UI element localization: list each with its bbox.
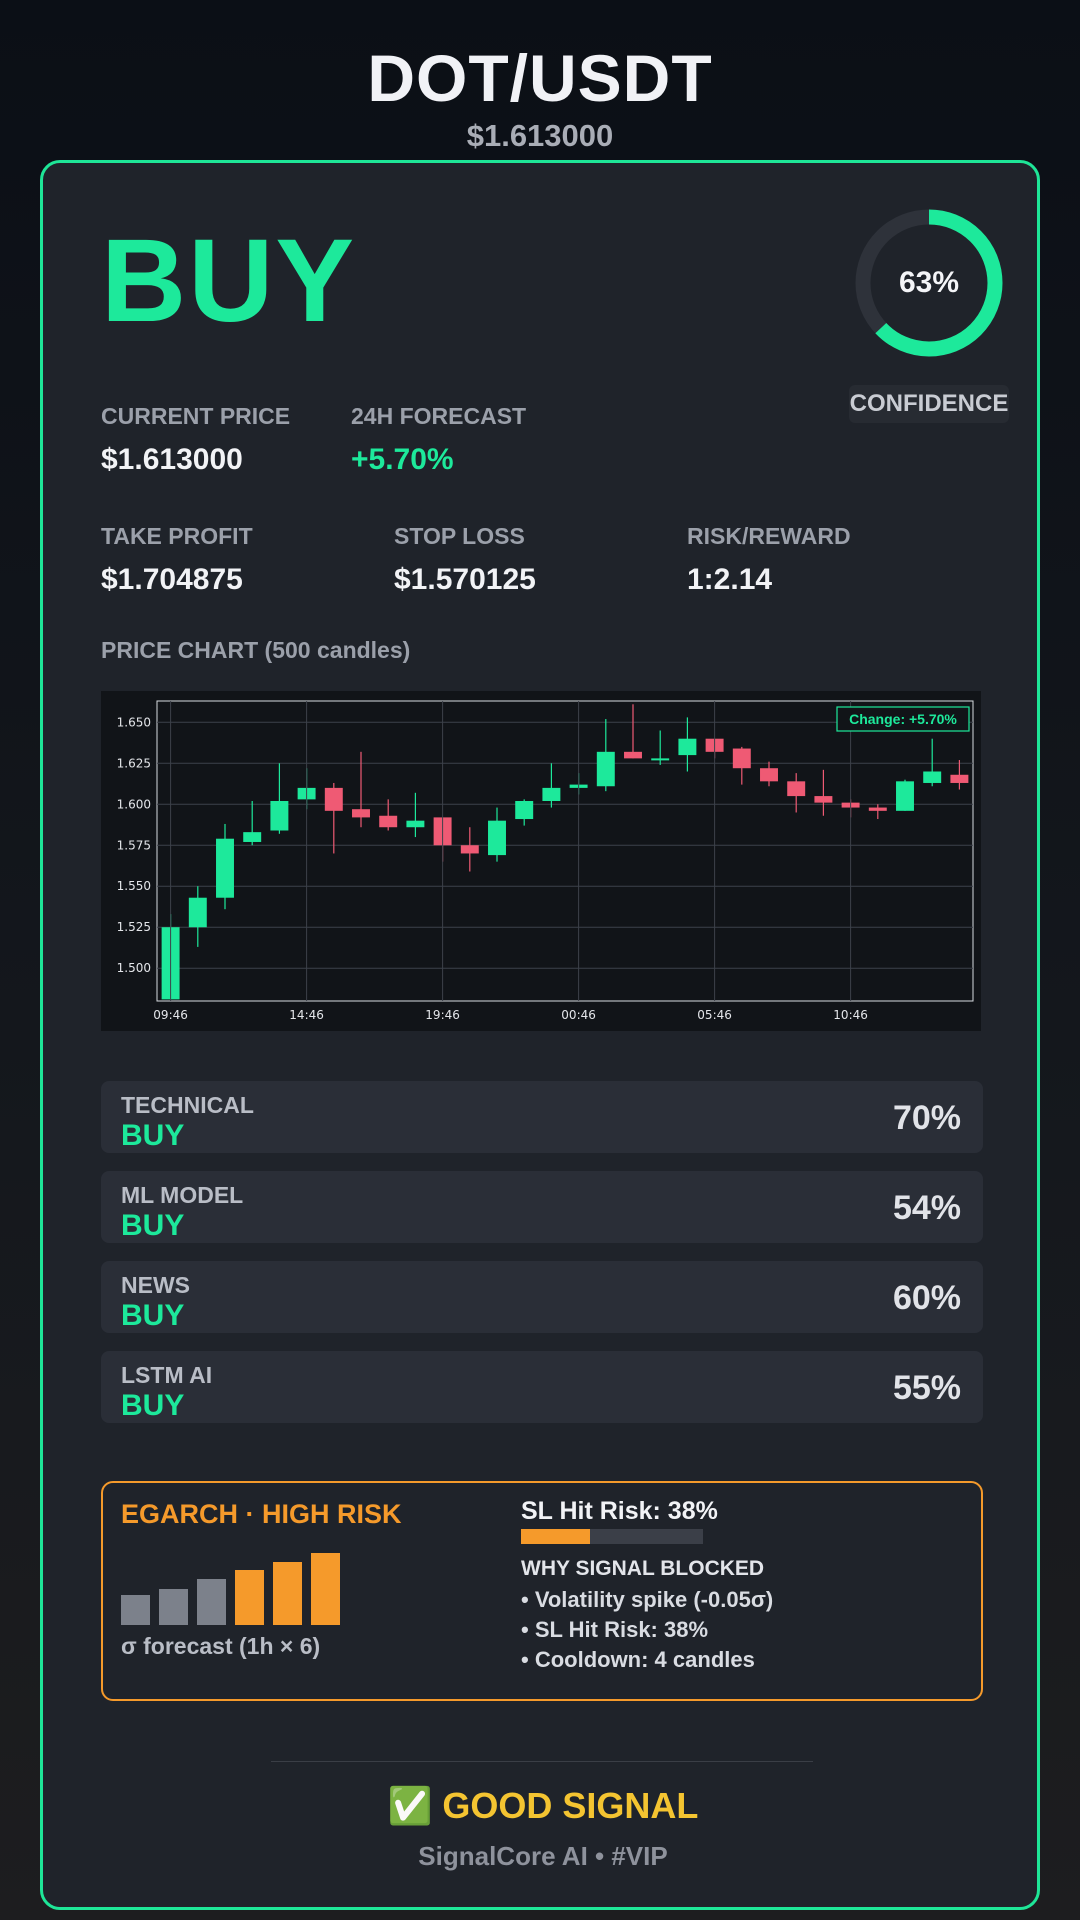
blocked-reason: • Volatility spike (-0.05σ) xyxy=(521,1587,774,1612)
signal-card: BUY 63% CONFIDENCE CURRENT PRICE $1.6130… xyxy=(40,160,1040,1910)
blocked-reason: • Cooldown: 4 candles xyxy=(521,1647,755,1672)
risk-reward-value: 1:2.14 xyxy=(687,563,773,596)
candle-body xyxy=(188,897,207,928)
x-tick-label: 00:46 xyxy=(561,1008,596,1022)
risk-reward-label: RISK/REWARD xyxy=(687,523,851,549)
confidence-badge: CONFIDENCE xyxy=(849,385,1009,423)
component-name: LSTM AI xyxy=(121,1362,213,1388)
candle-body xyxy=(324,787,343,811)
component-row-lstm-ai: LSTM AI BUY 55% xyxy=(101,1351,983,1423)
candle-body xyxy=(515,801,534,820)
candle-body xyxy=(352,809,370,818)
y-tick-label: 1.650 xyxy=(117,715,151,729)
component-row-technical: TECHNICAL BUY 70% xyxy=(101,1081,983,1153)
candle-body xyxy=(488,820,506,856)
price-chart: 1.500 1.525 1.550 1.575 1.600 1.625 1.650 09:46… xyxy=(117,700,974,1022)
sigma-forecast-bars xyxy=(121,1549,341,1625)
current-price-label: CURRENT PRICE xyxy=(101,403,291,429)
confidence-value: 63% xyxy=(898,266,960,299)
candle-body xyxy=(896,781,914,811)
component-row-ml-model: ML MODEL BUY 54% xyxy=(101,1171,983,1243)
stop-loss-label: STOP LOSS xyxy=(394,523,525,549)
sigma-bar xyxy=(273,1562,302,1625)
plot-area xyxy=(156,700,974,1002)
pair-title: DOT/USDT xyxy=(367,41,713,115)
candle-body xyxy=(379,815,398,828)
signal-label: BUY xyxy=(101,215,357,347)
blocked-title: WHY SIGNAL BLOCKED xyxy=(521,1557,765,1580)
component-percent: 54% xyxy=(892,1189,961,1227)
candle-body xyxy=(651,758,670,761)
confidence-gauge xyxy=(855,209,1003,357)
risk-panel: EGARCH · HIGH RISK σ forecast (1h × 6) S… xyxy=(101,1481,983,1701)
take-profit-value: $1.704875 xyxy=(101,563,243,596)
component-signal: BUY xyxy=(121,1389,185,1422)
brand-footer: SignalCore AI • #VIP xyxy=(418,1841,668,1871)
change-annotation: Change: +5.70% xyxy=(849,711,957,727)
x-tick-label: 05:46 xyxy=(697,1008,732,1022)
component-name: NEWS xyxy=(121,1272,190,1298)
signal-verdict: ✅ GOOD SIGNAL xyxy=(387,1785,699,1826)
candle-body xyxy=(542,787,561,801)
y-tick-label: 1.625 xyxy=(117,756,151,770)
take-profit-label: TAKE PROFIT xyxy=(101,523,253,549)
forecast-label: 24H FORECAST xyxy=(351,403,527,429)
candle-body xyxy=(270,801,289,831)
y-tick-label: 1.525 xyxy=(117,920,151,934)
candle-body xyxy=(460,845,479,854)
sigma-bar xyxy=(197,1579,226,1625)
sigma-forecast-label: σ forecast (1h × 6) xyxy=(121,1633,321,1659)
candle-body xyxy=(216,838,234,898)
candle-body xyxy=(243,832,262,842)
sigma-bar xyxy=(121,1595,150,1625)
component-signal: BUY xyxy=(121,1299,185,1332)
blocked-reason: • SL Hit Risk: 38% xyxy=(521,1617,709,1642)
x-tick-label: 09:46 xyxy=(153,1008,188,1022)
y-tick-label: 1.600 xyxy=(117,797,151,811)
component-percent: 60% xyxy=(892,1279,961,1317)
candle-body xyxy=(596,751,615,787)
component-percent: 70% xyxy=(892,1099,961,1137)
x-tick-label: 19:46 xyxy=(425,1008,460,1022)
candle-body xyxy=(760,768,778,782)
sl-hit-risk-bar xyxy=(521,1529,703,1544)
candle-body xyxy=(624,751,642,759)
component-percent: 55% xyxy=(892,1369,961,1407)
stop-loss-value: $1.570125 xyxy=(394,563,536,596)
component-signal: BUY xyxy=(121,1119,185,1152)
change-annotation-box xyxy=(836,706,970,732)
candle-body xyxy=(406,820,425,828)
candle-body xyxy=(814,796,833,803)
sl-hit-risk-label: SL Hit Risk: 38% xyxy=(521,1497,718,1525)
sigma-bar xyxy=(311,1553,340,1625)
y-tick-label: 1.500 xyxy=(117,961,151,975)
component-name: TECHNICAL xyxy=(121,1092,254,1118)
forecast-value: +5.70% xyxy=(351,443,454,476)
candle-body xyxy=(732,748,751,769)
sigma-bar xyxy=(159,1589,188,1625)
y-tick-label: 1.550 xyxy=(117,879,151,893)
chart-title: PRICE CHART (500 candles) xyxy=(101,637,411,663)
candle-body xyxy=(868,807,887,811)
candle-body xyxy=(678,738,697,756)
candle-body xyxy=(923,771,942,783)
y-tick-label: 1.575 xyxy=(117,838,151,852)
component-signal: BUY xyxy=(121,1209,185,1242)
current-price-value: $1.613000 xyxy=(101,443,243,476)
component-name: ML MODEL xyxy=(121,1182,244,1208)
pair-price: $1.613000 xyxy=(466,118,614,153)
x-tick-label: 14:46 xyxy=(289,1008,324,1022)
candle-body xyxy=(787,781,806,797)
price-chart-panel: 1.500 1.525 1.550 1.575 1.600 1.625 1.650 09:46… xyxy=(101,691,981,1031)
sl-hit-risk-fill xyxy=(521,1529,591,1544)
risk-title: EGARCH · HIGH RISK xyxy=(121,1499,402,1529)
candle-body xyxy=(950,774,969,783)
confidence-gauge-fill xyxy=(855,209,1003,357)
component-row-news: NEWS BUY 60% xyxy=(101,1261,983,1333)
sigma-bar xyxy=(235,1570,264,1625)
footer-divider xyxy=(271,1761,813,1762)
x-tick-label: 10:46 xyxy=(833,1008,868,1022)
